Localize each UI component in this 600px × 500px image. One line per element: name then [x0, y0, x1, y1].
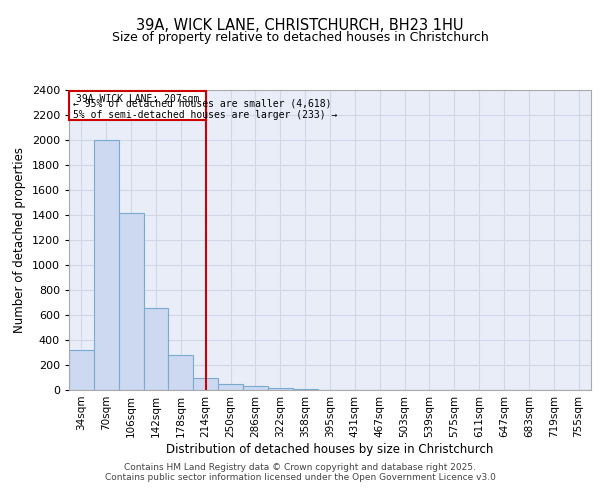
Y-axis label: Number of detached properties: Number of detached properties — [13, 147, 26, 333]
Text: Contains HM Land Registry data © Crown copyright and database right 2025.: Contains HM Land Registry data © Crown c… — [124, 462, 476, 471]
Text: 5% of semi-detached houses are larger (233) →: 5% of semi-detached houses are larger (2… — [73, 110, 337, 120]
Text: ← 95% of detached houses are smaller (4,618): ← 95% of detached houses are smaller (4,… — [73, 99, 331, 109]
Bar — [218, 384, 243, 390]
Text: 39A, WICK LANE, CHRISTCHURCH, BH23 1HU: 39A, WICK LANE, CHRISTCHURCH, BH23 1HU — [136, 18, 464, 32]
Bar — [193, 378, 218, 390]
Bar — [94, 140, 119, 390]
Text: Contains public sector information licensed under the Open Government Licence v3: Contains public sector information licen… — [104, 472, 496, 482]
Bar — [143, 308, 169, 390]
Bar — [243, 386, 268, 390]
X-axis label: Distribution of detached houses by size in Christchurch: Distribution of detached houses by size … — [166, 442, 494, 456]
Text: 39A WICK LANE: 207sqm: 39A WICK LANE: 207sqm — [76, 94, 199, 104]
FancyBboxPatch shape — [69, 90, 206, 120]
Bar — [69, 350, 94, 390]
Bar — [119, 212, 143, 390]
Bar — [268, 388, 293, 390]
Bar — [169, 355, 193, 390]
Text: Size of property relative to detached houses in Christchurch: Size of property relative to detached ho… — [112, 31, 488, 44]
